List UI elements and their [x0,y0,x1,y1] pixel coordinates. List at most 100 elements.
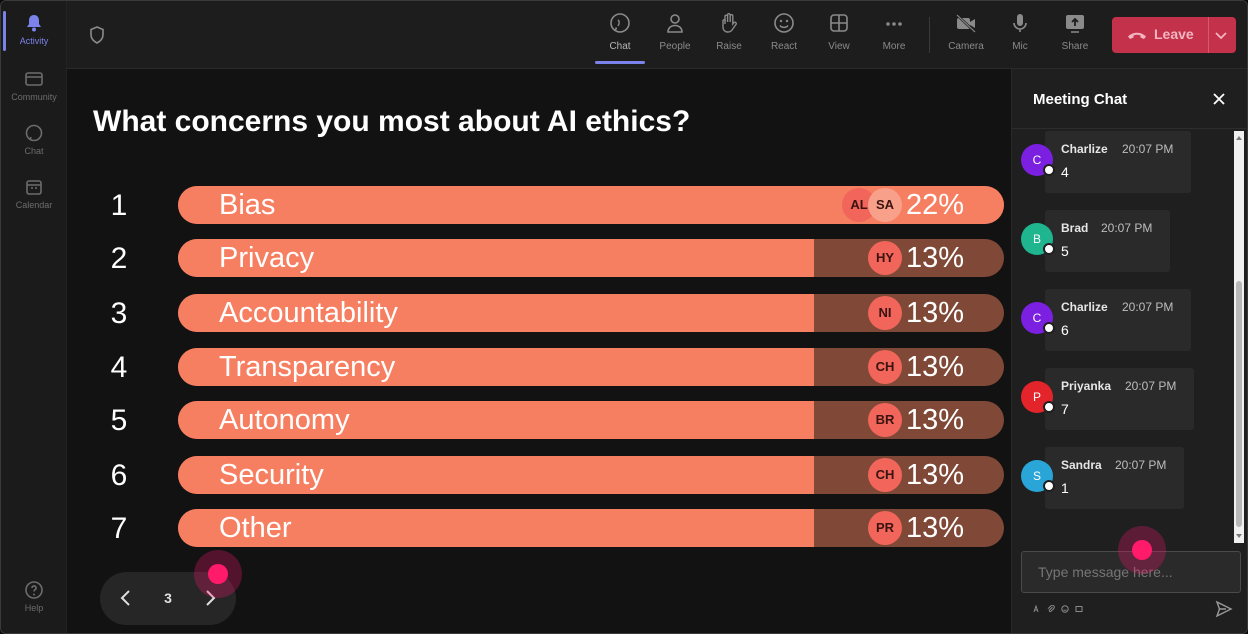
chevron-right-icon[interactable] [200,588,220,608]
rail-item-label: Community [11,92,57,102]
scroll-down-icon[interactable] [1235,532,1243,540]
voter-avatar: NI [868,296,902,330]
toolbar-button-label: People [659,41,691,52]
page-number: 3 [164,590,172,606]
voter-avatar: SA [868,188,902,222]
message-time: 20:07 PM [1115,458,1167,472]
toolbar-mic-button[interactable]: Mic [996,11,1044,52]
emoji-icon[interactable] [1061,605,1069,613]
status-dot [1043,401,1055,413]
react-icon [774,13,794,33]
poll-option-rank: 3 [110,297,128,330]
poll-option-percent: 13% [905,512,964,544]
poll-option-bar: Privacy 13% HY [178,239,1004,277]
toolbar-view-button[interactable]: View [815,11,863,52]
message-time: 20:07 PM [1101,221,1153,235]
message-time: 20:07 PM [1122,142,1174,156]
pointer-highlight [194,550,242,598]
pointer-highlight [1118,526,1166,574]
message-sender: Brad [1061,221,1089,235]
rail-item-label: Calendar [15,200,53,210]
chat-message[interactable]: Brad 20:07 PM 5 [1045,210,1170,272]
chat-scrollbar[interactable] [1234,131,1244,543]
toolbar-react-button[interactable]: React [760,11,808,52]
toolbar-share-button[interactable]: Share [1051,11,1099,52]
poll-option-percent: 13% [905,459,964,491]
toolbar-button-label: Share [1061,41,1089,52]
format-icon[interactable] [1033,605,1041,613]
poll-option-bar: Other 13% PR [178,509,1004,547]
poll-option-percent: 13% [905,404,964,436]
poll-option-fill [178,456,814,494]
chat-message-input[interactable] [1021,551,1241,593]
poll-question: What concerns you most about AI ethics? [93,105,691,138]
chat-avatar[interactable]: C [1021,302,1055,334]
chat-icon [610,13,630,33]
chat-message[interactable]: Sandra 20:07 PM 1 [1045,447,1184,509]
raise-hand-icon [722,13,737,33]
poll-option-rank: 2 [110,242,128,275]
toolbar-button-label: Chat [609,41,631,52]
help-icon [25,581,43,599]
toolbar-chat-button[interactable]: Chat [595,11,645,64]
rail-item-activity[interactable]: Activity [1,11,67,51]
chat-avatar[interactable]: B [1021,223,1055,255]
rail-item-help[interactable]: Help [1,580,67,613]
toolbar-button-label: React [770,41,798,52]
status-dot [1043,480,1055,492]
chat-avatar[interactable]: S [1021,460,1055,492]
chat-message[interactable]: Charlize 20:07 PM 6 [1045,289,1191,351]
voter-avatar: BR [868,403,902,437]
poll-option-row: 2 Privacy 13% HY [1,239,1011,277]
message-text: 4 [1061,164,1069,180]
message-text: 5 [1061,243,1069,259]
toolbar-button-label: More [882,41,906,52]
chat-title: Meeting Chat [1033,91,1128,108]
chat-avatar[interactable]: C [1021,144,1055,176]
status-dot [1043,164,1055,176]
poll-option-label: Autonomy [219,404,350,436]
rail-item-calendar[interactable]: Calendar [1,177,67,210]
chevron-down-icon[interactable] [1214,28,1228,42]
chat-message[interactable]: Priyanka 20:07 PM 7 [1045,368,1194,430]
chat-avatar[interactable]: P [1021,381,1055,413]
poll-option-fill [178,348,814,386]
send-icon[interactable] [1215,600,1233,618]
poll-option-row: 1 Bias 22% AL SA [1,186,1011,224]
voter-avatar: PR [868,511,902,545]
poll-option-bar: Autonomy 13% BR [178,401,1004,439]
scrollbar-thumb[interactable] [1236,281,1242,527]
leave-button[interactable]: Leave [1112,17,1236,53]
chat-message[interactable]: Charlize 20:07 PM 4 [1045,131,1191,193]
meeting-toolbar: Chat People Raise React View More Camera [67,1,1247,69]
message-text: 1 [1061,480,1069,496]
toolbar-more-button[interactable]: More [870,11,918,52]
poll-option-label: Security [219,459,324,491]
poll-option-row: 4 Transparency 13% CH [1,348,1011,386]
chevron-left-icon[interactable] [116,588,136,608]
attach-icon[interactable] [1047,605,1055,613]
leave-button-label: Leave [1154,26,1194,42]
poll-option-row: 7 Other 13% PR [1,509,1011,547]
chat-icon [25,124,43,142]
rail-item-community[interactable]: Community [1,69,67,102]
bell-icon [27,15,41,32]
scroll-up-icon[interactable] [1235,134,1243,142]
poll-option-bar: Transparency 13% CH [178,348,1004,386]
close-icon[interactable] [1212,92,1226,106]
rail-item-chat[interactable]: Chat [1,123,67,156]
mic-icon [1013,14,1027,32]
poll-option-label: Other [219,512,292,544]
rail-item-label: Activity [19,36,49,46]
toolbar-camera-button[interactable]: Camera [942,11,990,52]
shield-icon[interactable] [87,25,107,45]
poll-option-fill [178,239,814,277]
rail-item-label: Chat [24,146,44,156]
toolbar-raise-button[interactable]: Raise [705,11,753,52]
toolbar-people-button[interactable]: People [651,11,699,52]
poll-option-rank: 7 [110,512,128,545]
gif-icon[interactable] [1075,605,1083,613]
message-text: 6 [1061,322,1069,338]
poll-option-row: 3 Accountability 13% NI [1,294,1011,332]
